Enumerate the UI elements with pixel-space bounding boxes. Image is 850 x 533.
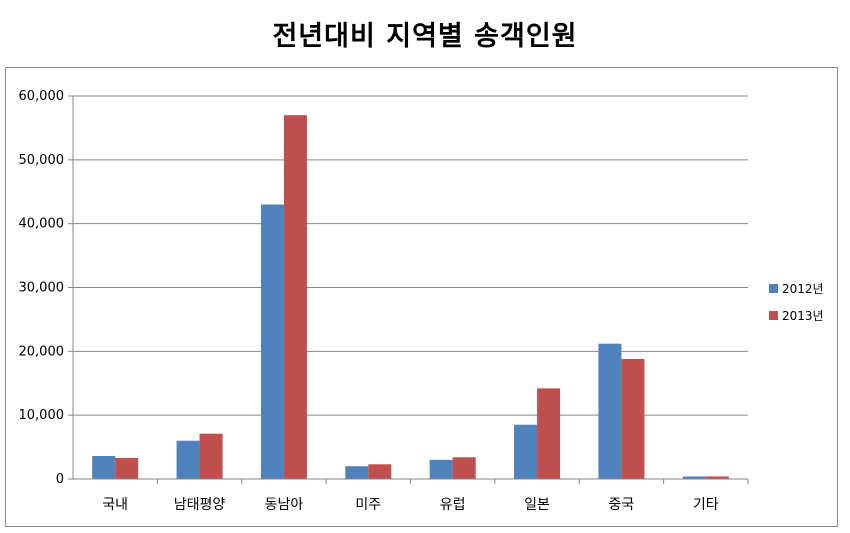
bar-2-1	[115, 457, 139, 479]
x-category-label: 국내	[102, 497, 128, 513]
x-category-label: 남태평양	[174, 497, 226, 513]
legend-label: 2012년	[782, 282, 824, 296]
bar-1-6	[514, 424, 538, 479]
bar-1-4	[345, 466, 369, 479]
bar-2-4	[368, 464, 392, 479]
legend-swatch	[769, 284, 778, 293]
x-category-label: 유럽	[440, 497, 466, 513]
chart-frame	[5, 67, 838, 527]
y-tick-label: 60,000	[19, 89, 65, 104]
axes: 0 10,000 20,000 30,000 40,000 50,000 60,000 국내 남…	[19, 89, 749, 513]
y-tick-label: 30,000	[19, 281, 65, 296]
bar-2-8	[705, 476, 729, 479]
x-category-label: 동남아	[265, 497, 304, 513]
y-tick-label: 0	[56, 472, 64, 487]
y-tick-label: 10,000	[19, 408, 65, 423]
bar-1-5	[429, 459, 453, 479]
bar-1-1	[92, 456, 116, 479]
bar-2-5	[452, 457, 476, 479]
y-tick-label: 50,000	[19, 153, 65, 168]
bars	[92, 115, 729, 480]
x-category-label: 일본	[524, 497, 550, 513]
bar-1-7	[598, 343, 622, 479]
bar-2-2	[199, 433, 223, 479]
y-tick-label: 40,000	[19, 217, 65, 232]
x-category-label: 기타	[693, 497, 719, 513]
bar-1-3	[260, 204, 284, 479]
chart-title: 전년대비 지역별 송객인원	[272, 21, 578, 52]
bar-2-3	[283, 115, 307, 480]
legend-swatch	[769, 311, 778, 320]
bar-2-6	[537, 388, 561, 479]
gridlines	[73, 95, 748, 416]
y-tick-label: 20,000	[19, 344, 65, 359]
legend: 2012년 2013년	[769, 282, 824, 323]
bar-1-2	[176, 440, 200, 479]
x-category-label: 중국	[609, 497, 635, 513]
legend-label: 2013년	[782, 309, 824, 323]
bar-1-8	[682, 476, 706, 479]
bar-2-7	[621, 358, 645, 479]
x-category-label: 미주	[355, 497, 381, 513]
